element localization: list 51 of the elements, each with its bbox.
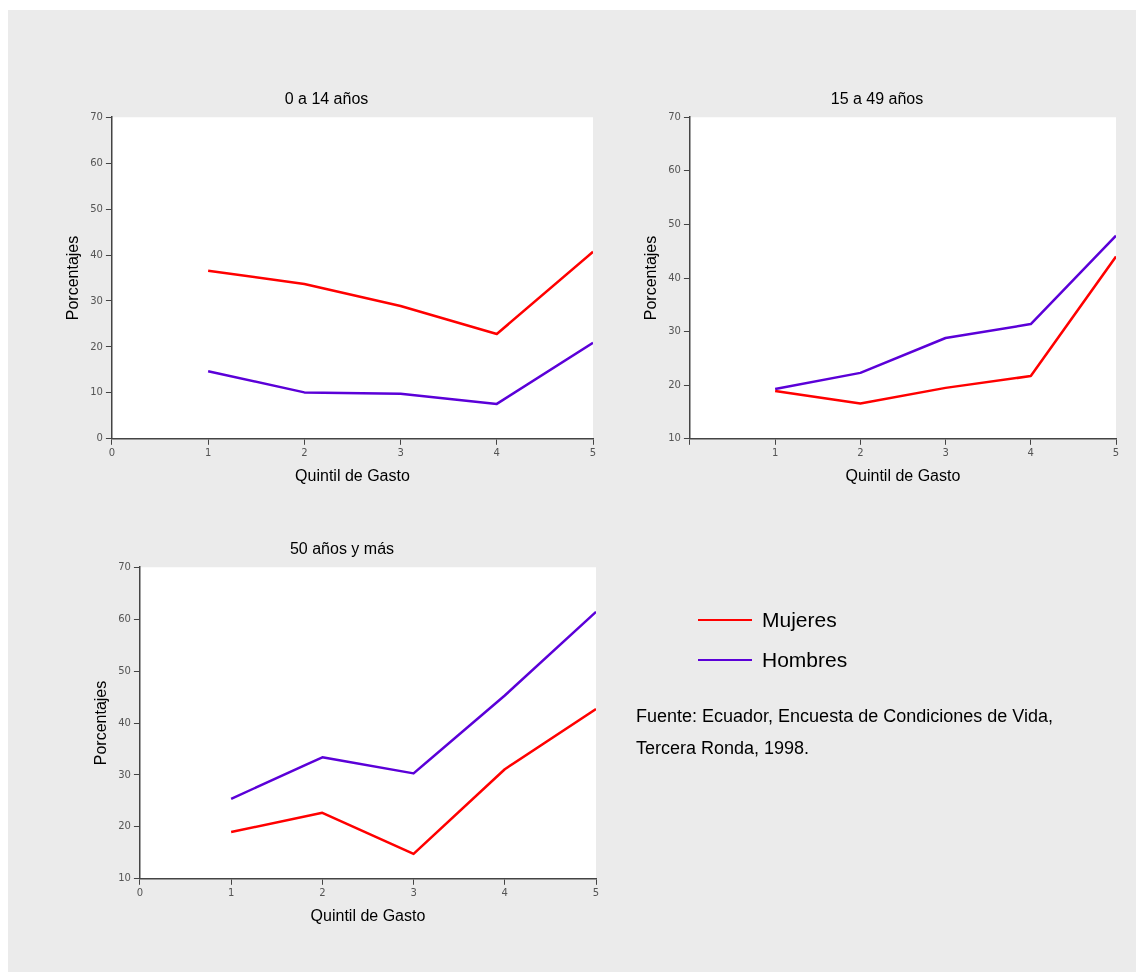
legend-label: Hombres (762, 648, 848, 672)
x-tick-label: 1 (204, 447, 212, 459)
x-tick-label: 3 (397, 447, 404, 459)
y-tick-label: 70 (668, 110, 681, 122)
x-tick-label: 2 (857, 447, 864, 459)
y-axis-title: Porcentajes (92, 680, 110, 766)
y-tick-label: 50 (90, 202, 103, 214)
y-tick-label: 0 (96, 432, 103, 444)
y-tick-label: 20 (90, 340, 103, 352)
x-tick-label: 2 (301, 447, 308, 459)
x-tick-label: 0 (136, 887, 144, 899)
legend-label: Mujeres (762, 608, 837, 632)
y-tick-label: 60 (90, 156, 103, 168)
y-tick-label: 10 (668, 432, 681, 444)
y-tick-label: 70 (90, 110, 103, 122)
y-axis-title: Porcentajes (64, 235, 82, 321)
x-tick-label: 5 (592, 887, 600, 899)
y-tick-label: 40 (90, 248, 103, 260)
x-axis-title: Quintil de Gasto (310, 906, 426, 924)
y-tick-label: 40 (118, 716, 131, 728)
x-tick-label: 3 (942, 447, 949, 459)
x-tick-label: 1 (771, 447, 779, 459)
y-tick-label: 10 (118, 872, 131, 884)
y-tick-label: 10 (90, 386, 103, 398)
x-tick-label: 3 (410, 887, 417, 899)
chart-title: 50 años y más (289, 540, 395, 558)
y-tick-label: 40 (668, 271, 681, 283)
x-axis-title: Quintil de Gasto (845, 466, 961, 484)
x-tick-label: 0 (108, 447, 116, 459)
y-tick-label: 20 (668, 378, 681, 390)
x-tick-label: 4 (1027, 447, 1034, 459)
y-axis-title: Porcentajes (642, 235, 660, 321)
y-tick-label: 20 (118, 820, 131, 832)
x-tick-label: 5 (1112, 447, 1120, 459)
y-tick-label: 30 (668, 325, 681, 337)
y-tick-label: 60 (118, 612, 131, 624)
y-tick-label: 30 (118, 768, 131, 780)
x-tick-label: 5 (589, 447, 597, 459)
chart-title: 15 a 49 años (830, 90, 924, 108)
x-tick-label: 2 (319, 887, 326, 899)
source-note: Fuente: Ecuador, Encuesta de Condiciones de Vida, Tercera Ronda, 1998. (636, 705, 1054, 760)
x-tick-label: 4 (493, 447, 500, 459)
y-tick-label: 70 (118, 560, 131, 572)
y-tick-label: 50 (118, 664, 131, 676)
y-tick-label: 60 (668, 164, 681, 176)
x-axis-title: Quintil de Gasto (295, 466, 410, 484)
y-tick-label: 30 (90, 294, 103, 306)
chart-title: 0 a 14 años (284, 90, 369, 108)
y-tick-label: 50 (668, 217, 681, 229)
x-tick-label: 4 (501, 887, 508, 899)
x-tick-label: 1 (227, 887, 235, 899)
